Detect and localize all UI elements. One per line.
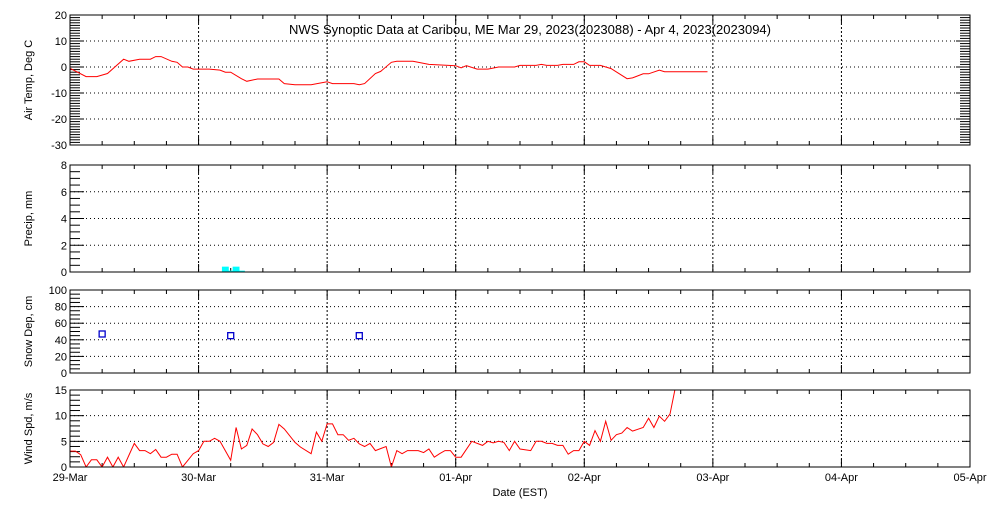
series-2 (99, 331, 362, 339)
y-tick-label: 6 (61, 187, 67, 199)
x-axis-label: Date (EST) (492, 487, 547, 499)
y-axis-label: Wind Spd, m/s (23, 392, 35, 464)
x-tick-label: 29-Mar (53, 472, 88, 484)
y-tick-label: 10 (55, 411, 67, 423)
y-axis-label: Air Temp, Deg C (23, 40, 35, 121)
x-tick-label: 03-Apr (696, 472, 729, 484)
series-line (70, 57, 708, 85)
y-tick-label: 40 (55, 335, 67, 347)
x-tick-label: 30-Mar (181, 472, 216, 484)
x-tick-label: 05-Apr (953, 472, 986, 484)
panel-frame (70, 390, 970, 467)
panel-1: 0 2 4 6 8 Precip, mm (23, 160, 970, 279)
y-tick-label: 100 (49, 285, 67, 297)
y-tick-label: -30 (51, 140, 67, 152)
snow-depth-marker (356, 333, 362, 339)
y-axis-label: Precip, mm (23, 191, 35, 247)
x-tick-label: 04-Apr (825, 472, 858, 484)
x-tick-label: 01-Apr (439, 472, 472, 484)
y-tick-label: 80 (55, 302, 67, 314)
snow-depth-marker (228, 333, 234, 339)
y-tick-label: 10 (55, 36, 67, 48)
y-tick-label: 15 (55, 385, 67, 397)
chart-title: NWS Synoptic Data at Caribou, ME Mar 29,… (289, 22, 771, 37)
y-tick-label: 2 (61, 240, 67, 252)
y-tick-label: 20 (55, 351, 67, 363)
y-tick-label: 0 (61, 62, 67, 74)
y-tick-label: 20 (55, 10, 67, 22)
y-tick-label: 5 (61, 436, 67, 448)
x-tick-label: 31-Mar (310, 472, 345, 484)
panel-frame (70, 290, 970, 373)
snow-depth-marker (99, 331, 105, 337)
y-tick-label: -10 (51, 88, 67, 100)
y-tick-label: 0 (61, 267, 67, 279)
series-0 (70, 57, 708, 85)
y-axis-label: Snow Dep, cm (23, 296, 35, 368)
series-1 (222, 267, 245, 272)
x-tick-label: 02-Apr (568, 472, 601, 484)
y-tick-label: -20 (51, 114, 67, 126)
y-tick-label: 0 (61, 368, 67, 380)
y-tick-label: 60 (55, 318, 67, 330)
panel-2: 0 20 40 60 80 100 Snow Dep, cm (23, 285, 970, 380)
y-tick-label: 4 (61, 214, 67, 226)
y-tick-label: 8 (61, 160, 67, 172)
